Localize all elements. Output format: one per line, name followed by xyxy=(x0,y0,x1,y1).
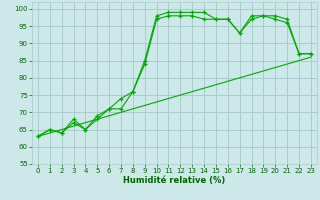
X-axis label: Humidité relative (%): Humidité relative (%) xyxy=(123,176,226,185)
